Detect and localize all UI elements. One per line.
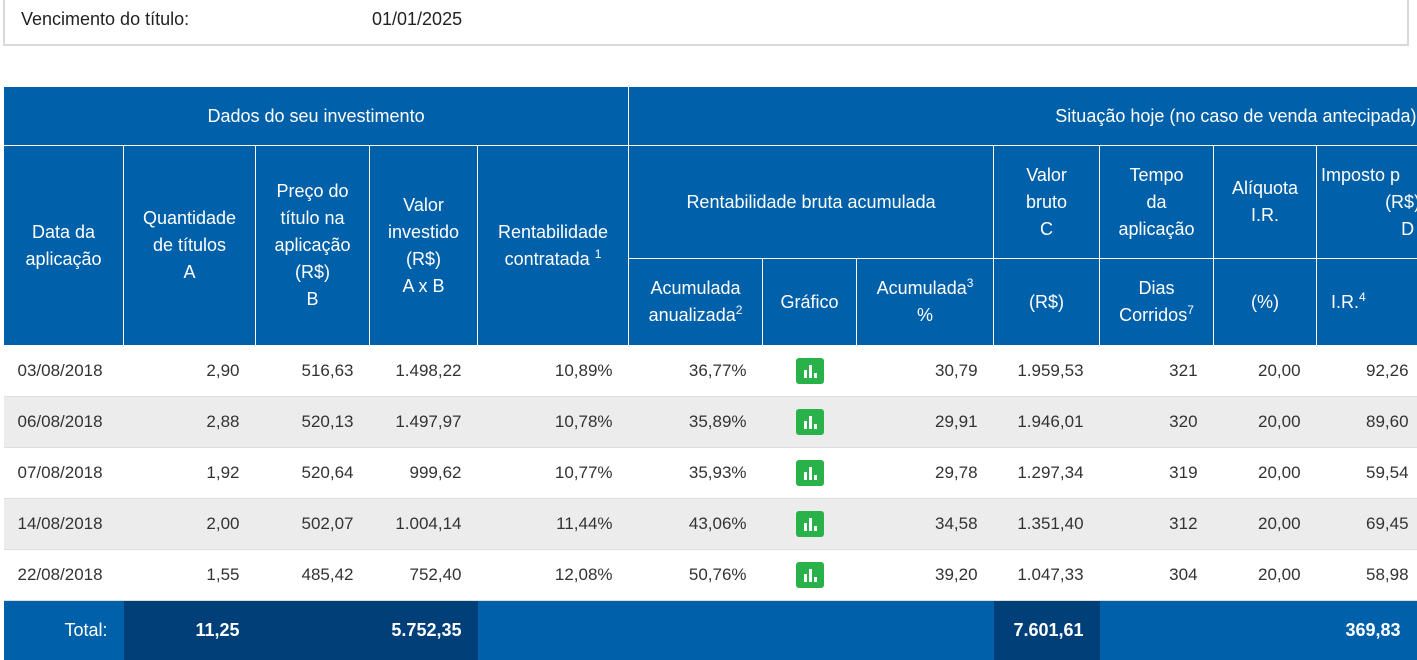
table-cell-price: 485,42: [256, 550, 370, 601]
table-cell-annualized: 43,06%: [629, 499, 763, 550]
chart-cell: [763, 397, 857, 448]
group-today-header: Situação hoje (no caso de venda antecipa…: [629, 87, 1417, 146]
table-cell-contracted: 11,44%: [478, 499, 629, 550]
gross-value-unit-header: (R$): [994, 259, 1100, 346]
group-investment-header: Dados do seu investimento: [4, 87, 629, 146]
table-cell-tax: 89,60: [1317, 397, 1417, 448]
tax-unit-header: I.R.4: [1317, 259, 1417, 346]
table-cell-annualized: 50,76%: [629, 550, 763, 601]
accumulated-header: Acumulada3%: [857, 259, 994, 346]
table-cell-annualized: 35,89%: [629, 397, 763, 448]
table-cell-tax: 69,45: [1317, 499, 1417, 550]
total-spacer: [478, 601, 994, 660]
tax-header: Imposto p(R$)D: [1317, 146, 1417, 259]
chart-cell: [763, 346, 857, 397]
total-tax: 369,83: [1100, 601, 1417, 660]
table-cell-days: 320: [1100, 397, 1214, 448]
table-cell-tax: 92,26: [1317, 346, 1417, 397]
table-cell-gross-value: 1.959,53: [994, 346, 1100, 397]
table-cell-tax-rate: 20,00: [1214, 448, 1317, 499]
table-cell-contracted: 10,77%: [478, 448, 629, 499]
table-cell-contracted: 12,08%: [478, 550, 629, 601]
maturity-label: Vencimento do título:: [21, 9, 189, 30]
table-cell-date: 03/08/2018: [4, 346, 124, 397]
table-cell-invested: 752,40: [370, 550, 478, 601]
table-cell-date: 06/08/2018: [4, 397, 124, 448]
table-cell-days: 319: [1100, 448, 1214, 499]
bar-chart-icon[interactable]: [796, 460, 824, 486]
bar-chart-icon[interactable]: [796, 562, 824, 588]
table-cell-quantity: 1,92: [124, 448, 256, 499]
table-cell-gross-value: 1.047,33: [994, 550, 1100, 601]
table-cell-accumulated: 29,91: [857, 397, 994, 448]
tax-rate-unit-header: (%): [1214, 259, 1317, 346]
chart-cell: [763, 448, 857, 499]
bar-chart-icon[interactable]: [796, 511, 824, 537]
table-cell-tax-rate: 20,00: [1214, 499, 1317, 550]
table-cell-price: 516,63: [256, 346, 370, 397]
table-cell-invested: 999,62: [370, 448, 478, 499]
table-cell-price: 502,07: [256, 499, 370, 550]
table-cell-date: 07/08/2018: [4, 448, 124, 499]
table-cell-tax: 59,54: [1317, 448, 1417, 499]
table-cell-date: 14/08/2018: [4, 499, 124, 550]
table-cell-contracted: 10,89%: [478, 346, 629, 397]
chart-header: Gráfico: [763, 259, 857, 346]
table-cell-accumulated: 39,20: [857, 550, 994, 601]
table-cell-annualized: 36,77%: [629, 346, 763, 397]
table-cell-days: 304: [1100, 550, 1214, 601]
table-cell-quantity: 2,00: [124, 499, 256, 550]
table-cell-tax-rate: 20,00: [1214, 346, 1317, 397]
table-cell-quantity: 1,55: [124, 550, 256, 601]
total-gross-value: 7.601,61: [994, 601, 1100, 660]
table-cell-days: 321: [1100, 346, 1214, 397]
table-cell-accumulated: 29,78: [857, 448, 994, 499]
table-cell-tax: 58,98: [1317, 550, 1417, 601]
table-cell-price: 520,13: [256, 397, 370, 448]
bar-chart-icon[interactable]: [796, 358, 824, 384]
chart-cell: [763, 499, 857, 550]
table-cell-quantity: 2,90: [124, 346, 256, 397]
table-cell-quantity: 2,88: [124, 397, 256, 448]
maturity-box: Vencimento do título: 01/01/2025: [3, 0, 1409, 46]
total-label: Total:: [4, 601, 124, 660]
table-cell-invested: 1.497,97: [370, 397, 478, 448]
table-cell-tax-rate: 20,00: [1214, 550, 1317, 601]
table-cell-accumulated: 34,58: [857, 499, 994, 550]
table-cell-price: 520,64: [256, 448, 370, 499]
chart-cell: [763, 550, 857, 601]
total-invested: 5.752,35: [256, 601, 478, 660]
table-cell-gross-value: 1.946,01: [994, 397, 1100, 448]
table-cell-accumulated: 30,79: [857, 346, 994, 397]
table-cell-contracted: 10,78%: [478, 397, 629, 448]
table-cell-tax-rate: 20,00: [1214, 397, 1317, 448]
total-quantity: 11,25: [124, 601, 256, 660]
table-cell-annualized: 35,93%: [629, 448, 763, 499]
maturity-value: 01/01/2025: [372, 9, 462, 30]
table-cell-gross-value: 1.351,40: [994, 499, 1100, 550]
table-cell-days: 312: [1100, 499, 1214, 550]
bar-chart-icon[interactable]: [796, 409, 824, 435]
investment-table: Dados do seu investimento Situação hoje …: [3, 87, 1417, 660]
gross-return-header: Rentabilidade bruta acumulada: [629, 146, 994, 259]
table-cell-invested: 1.004,14: [370, 499, 478, 550]
table-cell-date: 22/08/2018: [4, 550, 124, 601]
table-cell-gross-value: 1.297,34: [994, 448, 1100, 499]
table-cell-invested: 1.498,22: [370, 346, 478, 397]
